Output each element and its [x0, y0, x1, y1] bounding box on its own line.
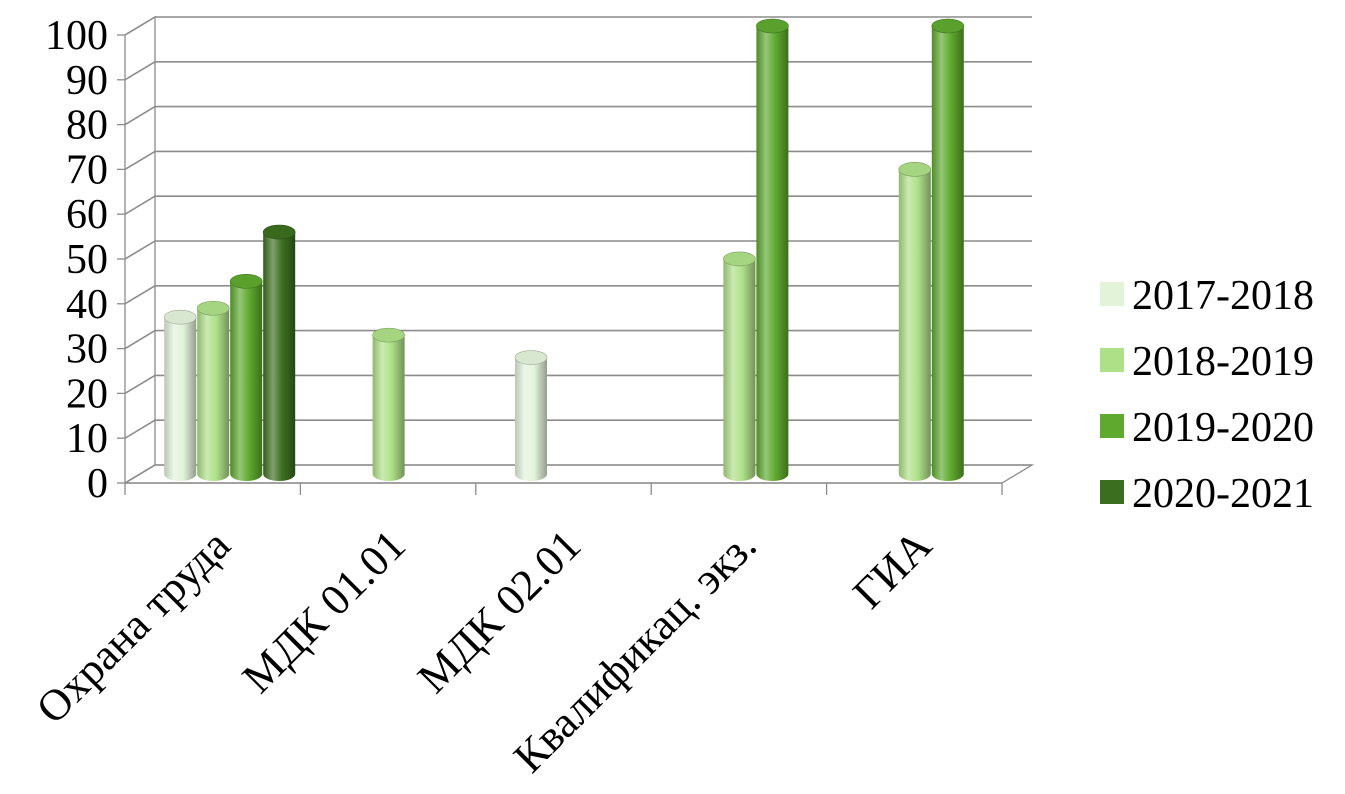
- legend-item: 2020-2021: [1100, 471, 1314, 517]
- bar: [756, 18, 789, 481]
- gridline: [124, 60, 1032, 81]
- bar-body: [164, 317, 197, 481]
- x-category-label: МДК 02.01: [408, 520, 590, 702]
- bar-body: [515, 357, 547, 481]
- legend-item: 2017-2018: [1100, 273, 1314, 319]
- x-category-label: ГИА: [843, 520, 941, 618]
- bar: [163, 309, 197, 481]
- bar-body: [230, 281, 263, 482]
- bar-top: [262, 224, 296, 240]
- bar-top: [898, 162, 932, 177]
- bar: [931, 18, 965, 481]
- bar: [262, 224, 296, 481]
- gridline: [124, 105, 1032, 126]
- y-tick-label: 100: [45, 13, 108, 59]
- legend-item: 2019-2020: [1100, 405, 1314, 451]
- bar: [196, 300, 230, 481]
- bar-body: [263, 232, 296, 481]
- bar: [229, 274, 263, 482]
- bar: [898, 162, 932, 482]
- y-tick-label: 90: [66, 58, 108, 104]
- gridline: [124, 240, 1032, 260]
- y-tick-label: 30: [66, 327, 108, 373]
- bar-body: [197, 308, 230, 481]
- y-tick-label: 80: [66, 103, 108, 149]
- legend-label: 2019-2020: [1132, 405, 1314, 451]
- x-category-label: Охрана труда: [27, 520, 240, 733]
- y-tick-label: 10: [66, 416, 108, 462]
- legend-swatch: [1100, 282, 1124, 306]
- x-axis: [124, 482, 1003, 495]
- bar-top: [514, 350, 548, 365]
- bar: [372, 327, 405, 481]
- legend-swatch: [1100, 348, 1124, 372]
- bar-top: [372, 327, 405, 343]
- bar-top: [196, 300, 230, 316]
- legend-item: 2018-2019: [1100, 339, 1314, 385]
- x-category-label: МДК 01.01: [233, 520, 415, 702]
- bars: [163, 18, 965, 482]
- gridline: [124, 195, 1032, 215]
- bar-body: [372, 335, 405, 481]
- legend-swatch: [1100, 414, 1124, 438]
- bar: [723, 251, 756, 481]
- y-tick-label: 70: [66, 147, 108, 193]
- y-tick-label: 20: [66, 371, 108, 417]
- bar: [514, 350, 548, 481]
- gridline: [124, 16, 1032, 36]
- legend-label: 2020-2021: [1132, 471, 1314, 517]
- bar-top: [163, 309, 197, 325]
- y-tick-label: 0: [87, 461, 108, 507]
- bar-top: [229, 274, 263, 289]
- bar-top: [756, 18, 789, 34]
- bar-top: [931, 18, 965, 34]
- legend-label: 2018-2019: [1132, 339, 1314, 385]
- gridlines: [124, 16, 1032, 484]
- bar-body: [898, 169, 931, 482]
- y-tick-label: 60: [66, 192, 108, 238]
- gridline: [124, 150, 1032, 171]
- bar-top: [723, 251, 756, 267]
- bar-body: [723, 258, 756, 481]
- legend-swatch: [1100, 480, 1124, 504]
- legend-label: 2017-2018: [1132, 273, 1314, 319]
- y-tick-label: 40: [66, 282, 108, 328]
- y-tick-label: 50: [66, 237, 108, 283]
- bar-body: [756, 26, 789, 481]
- bar-body: [931, 26, 964, 481]
- legend: 2017-2018 2018-2019 2019-2020 2020-2021: [1100, 273, 1314, 517]
